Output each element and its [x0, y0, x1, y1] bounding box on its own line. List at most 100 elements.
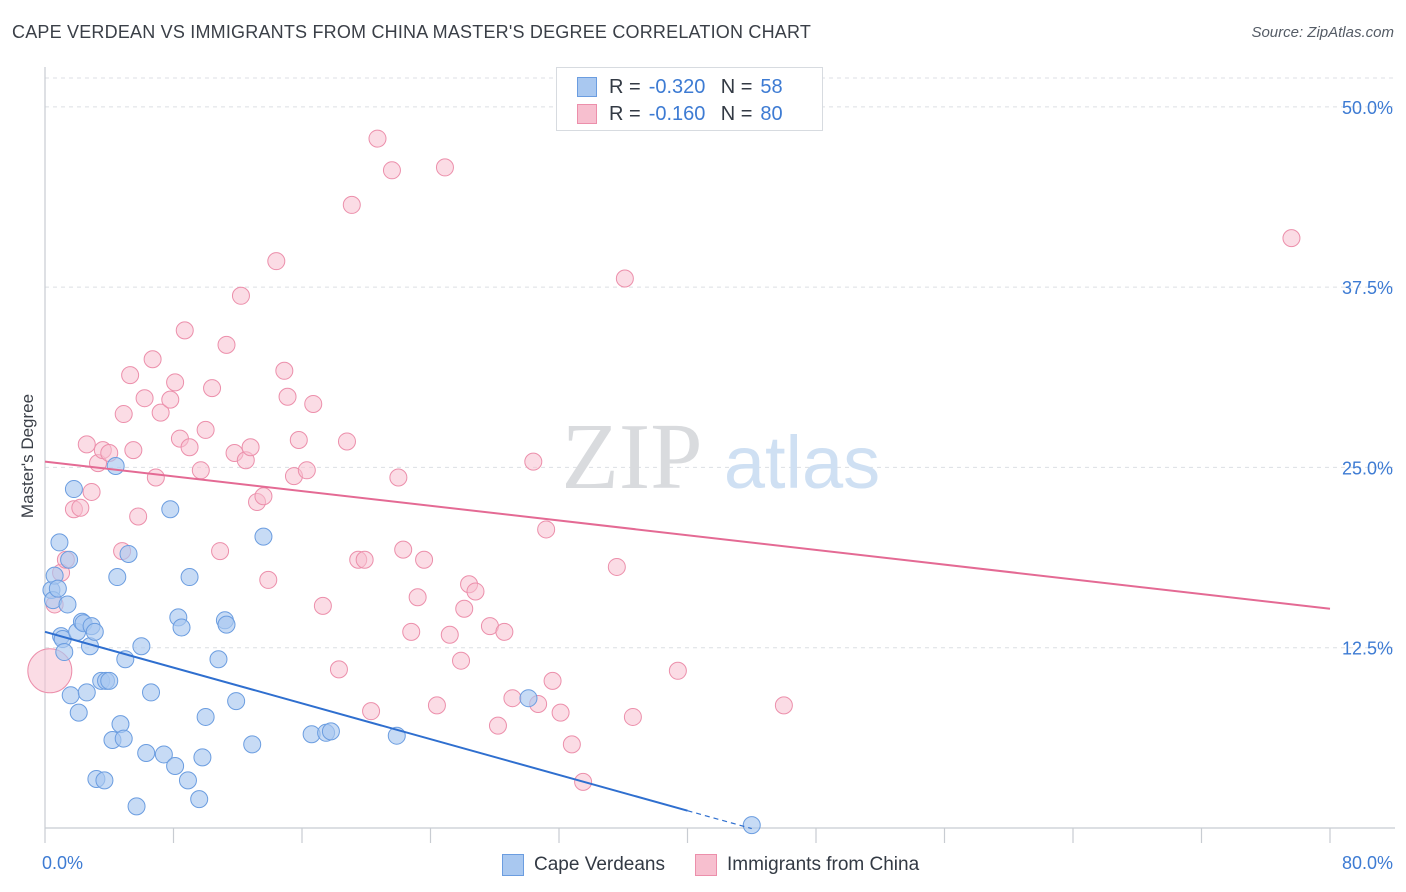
r-label: R = [609, 102, 641, 125]
legend-row-immigrants-china: R = -0.160 N = 80 [577, 100, 783, 128]
point-immigrants-china [551, 703, 570, 722]
point-immigrants-china [524, 452, 543, 471]
correlation-legend: R = -0.320 N = 58 R = -0.160 N = 80 [556, 67, 823, 131]
point-immigrants-china [389, 468, 408, 487]
point-immigrants-china [394, 540, 413, 559]
watermark: ZIP atlas [562, 405, 881, 509]
n-label: N = [720, 102, 753, 125]
pink-swatch [695, 854, 717, 876]
point-immigrants-china [71, 498, 90, 517]
point-immigrants-china [254, 487, 273, 506]
point-cape-verdeans [100, 671, 119, 690]
watermark-atlas: atlas [724, 421, 880, 504]
x-tick-label: 80.0% [1342, 853, 1393, 873]
point-immigrants-china [455, 599, 474, 618]
point-cape-verdeans [217, 615, 236, 634]
point-cape-verdeans [172, 618, 191, 637]
point-immigrants-china [166, 373, 185, 392]
point-immigrants-china [342, 195, 361, 214]
point-immigrants-china [217, 335, 236, 354]
legend-row-cape-verdeans: R = -0.320 N = 58 [577, 73, 783, 101]
point-immigrants-china [82, 482, 101, 501]
axes [44, 67, 1395, 843]
point-immigrants-china [143, 350, 162, 369]
point-immigrants-china [146, 468, 165, 487]
chart-source: Source: ZipAtlas.com [1251, 24, 1394, 41]
y-tick-label: 25.0% [1342, 458, 1393, 478]
point-immigrants-china [382, 161, 401, 180]
y-axis-label: Master's Degree [18, 394, 37, 518]
trend-line-cape-verdeans [44, 630, 688, 812]
point-cape-verdeans [69, 703, 88, 722]
point-cape-verdeans [106, 456, 125, 475]
point-immigrants-china [466, 582, 485, 601]
point-immigrants-china [259, 570, 278, 589]
point-immigrants-china [211, 542, 230, 561]
pink-swatch [577, 104, 597, 124]
y-tick-label: 37.5% [1342, 278, 1393, 298]
point-cape-verdeans [193, 748, 212, 767]
point-immigrants-china [607, 557, 626, 576]
point-cape-verdeans [132, 637, 151, 656]
blue-swatch [577, 77, 597, 97]
point-immigrants-china [267, 252, 286, 271]
point-immigrants-china [129, 507, 148, 526]
point-cape-verdeans [254, 527, 273, 546]
point-immigrants-china [488, 716, 507, 735]
point-immigrants-china [408, 588, 427, 607]
point-cape-verdeans [142, 683, 161, 702]
point-immigrants-china [203, 379, 222, 398]
legend-item-cape-verdeans: Cape Verdeans [502, 854, 665, 876]
point-immigrants-china [241, 438, 260, 457]
point-immigrants-china [121, 366, 140, 385]
point-immigrants-china [114, 405, 133, 424]
watermark-zip: ZIP [562, 405, 703, 509]
point-cape-verdeans [77, 683, 96, 702]
legend-item-immigrants-china: Immigrants from China [695, 854, 919, 876]
y-tick-label: 50.0% [1342, 98, 1393, 118]
point-immigrants-china [495, 622, 514, 641]
point-cape-verdeans [180, 568, 199, 587]
point-immigrants-china [562, 735, 581, 754]
point-cape-verdeans [161, 500, 180, 519]
blue-swatch [502, 854, 524, 876]
n-label: N = [720, 75, 753, 98]
point-cape-verdeans [48, 579, 67, 598]
y-tick-label: 12.5% [1342, 639, 1393, 659]
point-immigrants-china [275, 361, 294, 380]
trend-lines [44, 460, 1331, 830]
point-immigrants-china [615, 269, 634, 288]
point-immigrants-china [180, 438, 199, 457]
n-value: 58 [760, 75, 783, 98]
trend-extension-cape-verdeans [687, 810, 752, 830]
point-cape-verdeans [58, 595, 77, 614]
r-label: R = [609, 75, 641, 98]
point-immigrants-china [440, 625, 459, 644]
point-immigrants-china [329, 660, 348, 679]
point-cape-verdeans [154, 745, 173, 764]
point-cape-verdeans [61, 686, 80, 705]
point-immigrants-china [537, 520, 556, 539]
point-immigrants-china [427, 696, 446, 715]
r-value: -0.320 [648, 75, 706, 98]
point-immigrants-china [313, 596, 332, 615]
point-cape-verdeans [50, 533, 69, 552]
chart-title: CAPE VERDEAN VS IMMIGRANTS FROM CHINA MA… [12, 22, 812, 42]
point-cape-verdeans [95, 771, 114, 790]
point-immigrants-china [355, 550, 374, 569]
point-cape-verdeans [209, 650, 228, 669]
point-cape-verdeans [127, 797, 146, 816]
point-immigrants-china [623, 707, 642, 726]
series-legend: Cape Verdeans Immigrants from China [502, 852, 949, 878]
point-immigrants-china [297, 461, 316, 480]
x-tick-label: 0.0% [42, 853, 83, 873]
point-cape-verdeans [137, 744, 156, 762]
r-value: -0.160 [648, 102, 706, 125]
point-cape-verdeans [60, 550, 79, 569]
point-cape-verdeans [178, 771, 197, 790]
point-cape-verdeans [321, 722, 340, 741]
point-immigrants-china [503, 689, 522, 708]
point-immigrants-china [304, 394, 323, 413]
point-cape-verdeans [119, 544, 138, 563]
